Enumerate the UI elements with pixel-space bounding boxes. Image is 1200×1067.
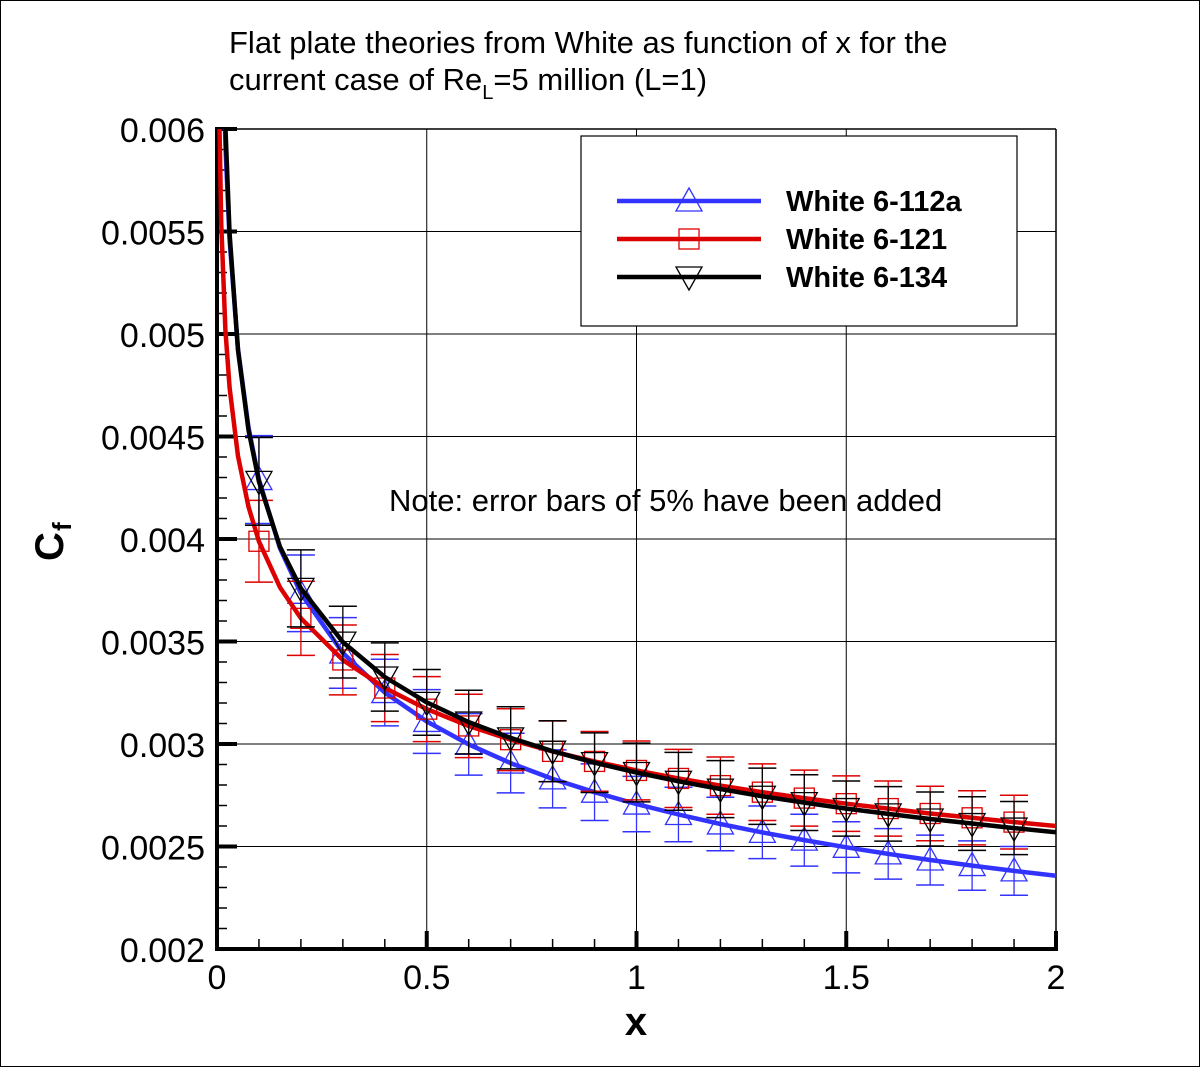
data-point [580,752,609,777]
data-point [748,818,777,844]
data-point [454,711,483,737]
data-point [496,727,525,753]
legend-marker [678,228,700,250]
data-point [916,845,945,871]
title-rest: =5 million (L=1) [493,62,707,97]
data-point [248,530,270,552]
data-point [832,797,861,823]
x-tick-label: 0 [208,959,227,997]
y-tick-label: 0.006 [120,112,205,150]
data-point [874,803,903,829]
y-tick-label: 0.0035 [101,625,205,663]
data-point [706,778,735,804]
y-label-sub: f [47,522,77,531]
series-line-3 [223,129,1056,835]
y-tick-label: 0.004 [120,522,205,560]
data-point [286,577,316,603]
data-point [370,666,399,692]
y-tick-label: 0.003 [120,727,205,765]
chart-title-line2: current case of ReL=5 million (L=1) [229,62,707,104]
title-sub: L [482,82,493,104]
data-point [916,808,945,834]
data-point [999,856,1029,882]
data-point [832,832,861,858]
data-point [874,839,903,865]
title-re: current case of Re [229,62,482,97]
chart-title-line1: Flat plate theories from White as functi… [229,25,948,60]
y-axis-label: C f [28,522,77,561]
annotation-note: Note: error bars of 5% have been added [389,483,942,518]
data-point [622,761,651,787]
data-point [244,470,274,496]
data-point [957,812,987,838]
legend-marker [674,186,704,212]
x-tick-label: 2 [1047,959,1066,997]
series-group [217,129,1056,897]
x-axis-label: x [625,1000,647,1044]
y-tick-label: 0.002 [120,932,205,970]
y-tick-label: 0.0025 [101,830,205,868]
y-tick-label: 0.0055 [101,215,205,253]
data-point [664,770,693,796]
legend-label: White 6-134 [786,262,947,294]
data-point [999,817,1029,843]
data-point [748,785,777,811]
legend: White 6-112a White 6-121 White 6-134 [580,135,1018,327]
legend-box [580,135,1018,327]
x-tick-label: 1 [627,959,646,997]
data-point [412,691,441,717]
data-point [706,809,735,835]
data-point [790,791,819,817]
y-label-main: C [28,532,72,561]
data-point [538,740,567,766]
y-tick-label: 0.0045 [101,420,205,458]
series-line-1 [222,129,1056,879]
data-point [496,748,525,774]
x-tick-label: 1.5 [823,959,870,997]
legend-label: White 6-121 [786,224,947,256]
x-tick-label: 0.5 [403,959,450,997]
data-point [664,800,693,826]
legend-label: White 6-112a [786,186,963,218]
data-point [538,764,567,790]
y-tick-label: 0.005 [120,317,205,355]
data-point [957,851,987,877]
legend-marker [674,266,704,292]
data-point [328,631,357,657]
data-point [790,825,819,851]
